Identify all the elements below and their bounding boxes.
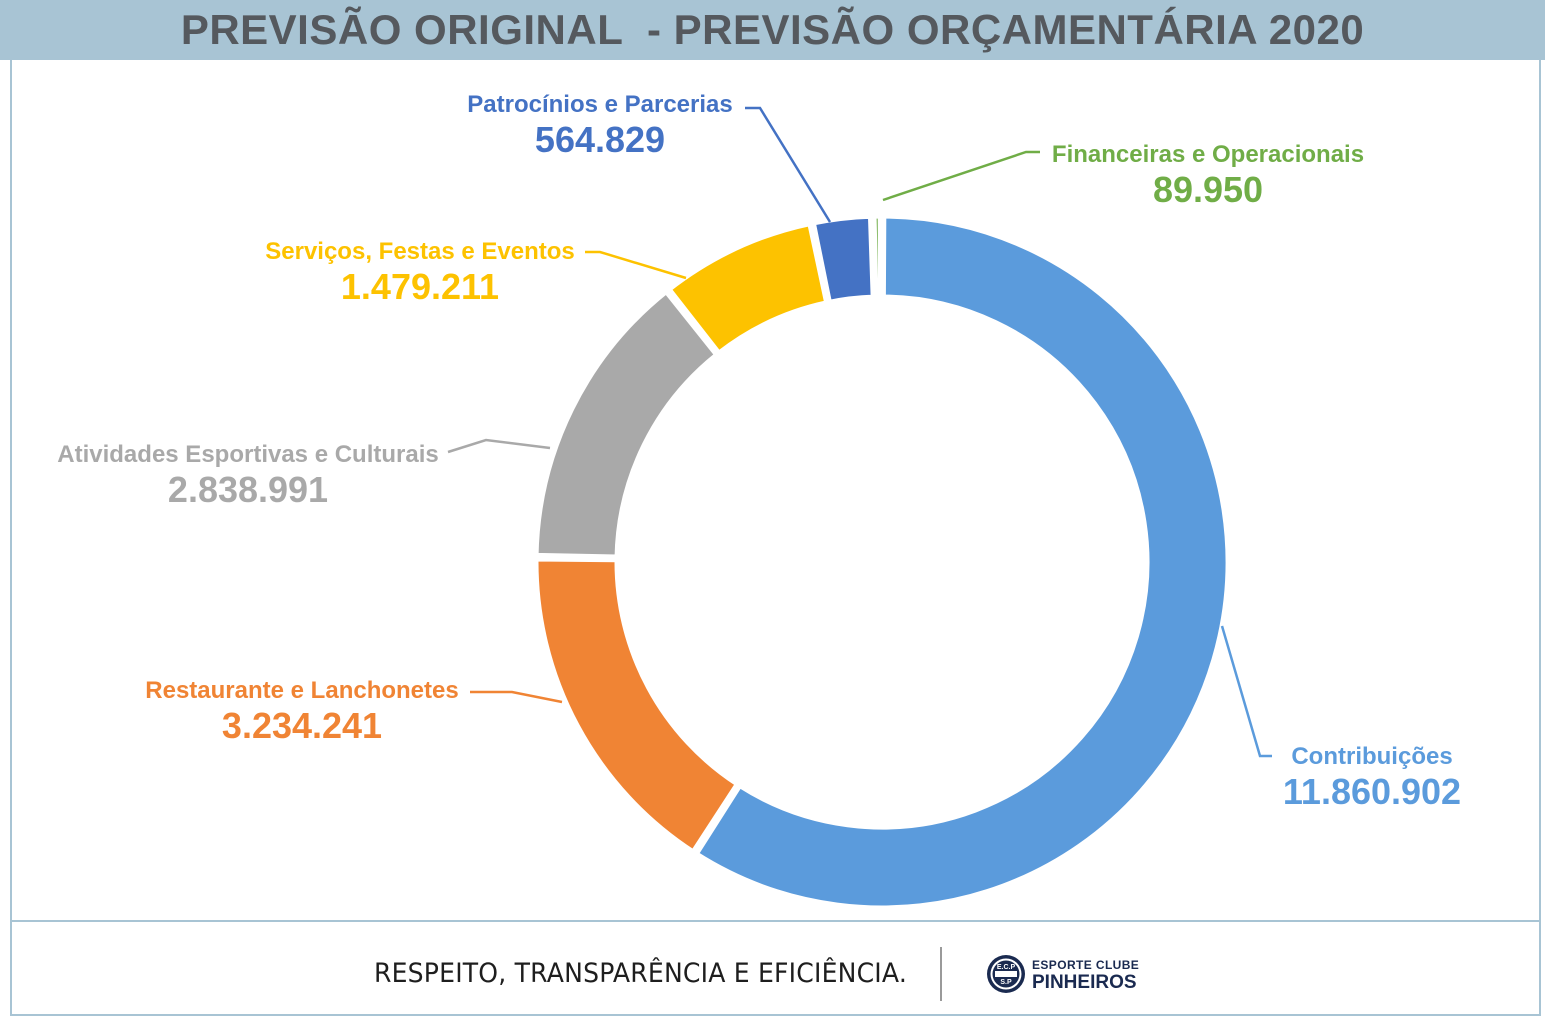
pinheiros-logo-icon: E.C.P S.P — [987, 955, 1025, 993]
brand-top-label: ESPORTE CLUBE — [1032, 958, 1140, 972]
slice-label-financeiras-e-operacionais: Financeiras e Operacionais — [1052, 141, 1364, 168]
slice-atividades-esportivas-e-culturais — [533, 288, 721, 560]
slice-value-financeiras-e-operacionais: 89.950 — [1153, 169, 1263, 210]
chart-title: PREVISÃO ORIGINAL - PREVISÃO ORÇAMENTÁRI… — [180, 6, 1365, 53]
leader-line-financeiras-e-operacionais — [882, 150, 1040, 202]
slice-value-servicos-festas-e-eventos: 1.479.211 — [341, 266, 499, 307]
svg-text:E.C.P: E.C.P — [997, 964, 1016, 971]
slice-value-contribuicoes: 11.860.902 — [1283, 771, 1461, 812]
slice-label-contribuicoes: Contribuições — [1291, 743, 1452, 770]
slice-label-servicos-festas-e-eventos: Serviços, Festas e Eventos — [265, 238, 575, 265]
slice-value-restaurante-e-lanchonetes: 3.234.241 — [222, 705, 382, 746]
brand-bottom-label: PINHEIROS — [1032, 972, 1137, 993]
leader-line-patrocinios-e-parcerias — [745, 106, 832, 223]
leader-line-servicos-festas-e-eventos — [585, 250, 687, 280]
svg-text:S.P: S.P — [1000, 979, 1012, 986]
footer-slogan: RESPEITO, TRANSPARÊNCIA E EFICIÊNCIA. — [374, 958, 907, 989]
slice-contribuicoes — [692, 213, 1231, 911]
slice-financeiras-e-operacionais — [871, 213, 884, 300]
title-bar: PREVISÃO ORIGINAL - PREVISÃO ORÇAMENTÁRI… — [0, 0, 1545, 60]
leader-line-contribuicoes — [1220, 625, 1272, 758]
leader-line-atividades-esportivas-e-culturais — [447, 438, 551, 454]
slice-restaurante-e-lanchonetes — [533, 556, 741, 856]
slice-value-atividades-esportivas-e-culturais: 2.838.991 — [168, 469, 328, 510]
footer-divider-line — [10, 920, 1541, 922]
slice-label-restaurante-e-lanchonetes: Restaurante e Lanchonetes — [145, 677, 458, 704]
slice-value-patrocinios-e-parcerias: 564.829 — [535, 119, 665, 160]
slice-patrocinios-e-parcerias — [810, 213, 876, 306]
footer-vertical-divider — [940, 947, 942, 1001]
slice-servicos-festas-e-eventos — [665, 220, 830, 357]
slice-label-patrocinios-e-parcerias: Patrocínios e Parcerias — [467, 91, 732, 118]
brand-name: ESPORTE CLUBE PINHEIROS — [1032, 959, 1139, 992]
leader-line-restaurante-e-lanchonetes — [470, 690, 563, 704]
slice-label-atividades-esportivas-e-culturais: Atividades Esportivas e Culturais — [57, 441, 438, 468]
